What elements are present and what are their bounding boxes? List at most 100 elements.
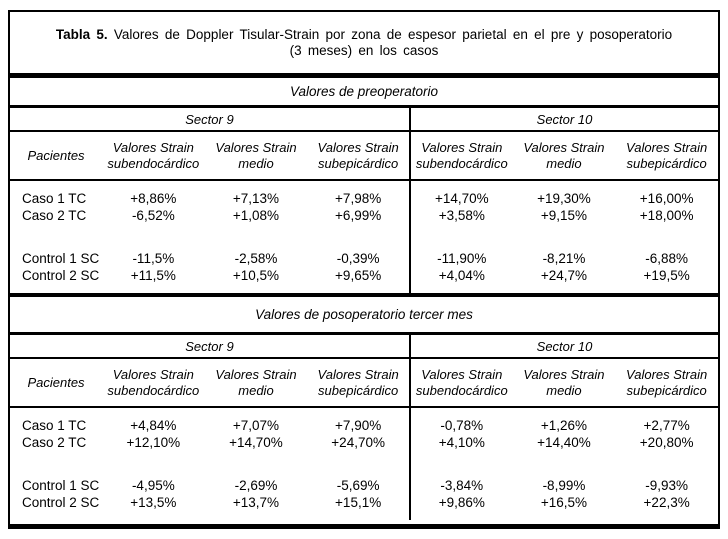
row-label: Control 2 SC xyxy=(22,495,100,510)
strain-value-cell: +1,26% xyxy=(540,418,588,433)
sector-10-header: Sector 10 xyxy=(408,335,718,359)
row-control-1-sc: Control 1 SC -4,95% -2,69% -5,69% -3,84%… xyxy=(10,477,718,494)
column-header-pacientes: Pacientes xyxy=(10,131,102,181)
column-header-strain-medio: Valores Strain medio xyxy=(512,358,616,408)
strain-value-cell: +11,5% xyxy=(130,268,176,283)
strain-label: Valores Strain xyxy=(523,366,605,382)
row-label: Caso 2 TC xyxy=(22,435,87,450)
subendocardico-label: subendocárdico xyxy=(415,382,508,398)
section-preoperatorio: Valores de preoperatorio Sector 9 Sector… xyxy=(10,78,718,293)
medio-label: medio xyxy=(238,155,274,171)
strain-value-cell: +14,70% xyxy=(408,180,513,207)
spacer-cell xyxy=(10,451,410,477)
strain-value-cell: +6,99% xyxy=(335,208,382,223)
row-spacer xyxy=(10,224,718,250)
strain-value-cell: +3,58% xyxy=(408,207,513,224)
strain-value-cell: -0,39% xyxy=(336,251,380,266)
strain-value-cell: -8,99% xyxy=(542,478,586,493)
strain-label: Valores Strain xyxy=(112,366,194,382)
row-control-1-sc: Control 1 SC -11,5% -2,58% -0,39% -11,90… xyxy=(10,250,718,267)
strain-value-cell: +7,13% xyxy=(232,191,280,206)
subendocardico-label: subendocárdico xyxy=(107,155,200,171)
table-title-text: Valores de Doppler Tisular-Strain por zo… xyxy=(113,26,673,42)
column-header-strain-subendocardico: Valores Strain subendocárdico xyxy=(408,131,513,181)
strain-value-cell: -4,95% xyxy=(131,478,175,493)
strain-value-cell: -0,78% xyxy=(408,407,513,434)
section-title-postop: Valores de posoperatorio tercer mes xyxy=(10,297,718,335)
row-control-2-sc: Control 2 SC +11,5% +10,5% +9,65% +4,04%… xyxy=(10,267,718,293)
subendocardico-label: subendocárdico xyxy=(107,382,200,398)
row-spacer xyxy=(10,451,718,477)
strain-label: Valores Strain xyxy=(317,366,399,382)
row-control-2-sc: Control 2 SC +13,5% +13,7% +15,1% +9,86%… xyxy=(10,494,718,520)
strain-value-cell: +2,77% xyxy=(643,418,690,433)
strain-value-cell: +9,86% xyxy=(408,494,513,520)
strain-value-cell: +16,5% xyxy=(540,495,588,510)
strain-value-cell: +9,15% xyxy=(540,208,588,223)
spacer-cell xyxy=(408,451,718,477)
preop-sector-header-row: Sector 9 Sector 10 xyxy=(10,108,718,132)
strain-value-cell: +4,04% xyxy=(408,267,513,293)
postop-column-header-row: Pacientes Valores Strain subendocárdico V… xyxy=(10,358,718,408)
section-title-preop: Valores de preoperatorio xyxy=(10,78,718,108)
strain-value-cell: +19,5% xyxy=(643,268,690,283)
strain-value-cell: +20,80% xyxy=(639,435,694,450)
strain-value-cell: -8,21% xyxy=(542,251,586,266)
strain-label: Valores Strain xyxy=(317,139,399,155)
strain-value-cell: +13,5% xyxy=(130,495,177,510)
table-frame: Tabla 5. Valores de Doppler Tisular-Stra… xyxy=(8,10,720,529)
sector-9-header: Sector 9 xyxy=(10,108,410,132)
column-header-strain-subepicardico: Valores Strain subepicárdico xyxy=(307,358,410,408)
strain-value-cell: +7,98% xyxy=(335,191,382,206)
row-caso-2-tc: Caso 2 TC +12,10% +14,70% +24,70% +4,10%… xyxy=(10,434,718,451)
strain-value-cell: +9,65% xyxy=(335,268,382,283)
table-title-line2: (3 meses) en los casos xyxy=(289,42,439,58)
column-header-strain-subendocardico: Valores Strain subendocárdico xyxy=(102,358,205,408)
strain-value-cell: +14,70% xyxy=(229,435,283,450)
strain-value-cell: +10,5% xyxy=(232,268,280,283)
strain-value-cell: +24,7% xyxy=(540,268,588,283)
strain-label: Valores Strain xyxy=(215,366,297,382)
row-caso-2-tc: Caso 2 TC -6,52% +1,08% +6,99% +3,58% +9… xyxy=(10,207,718,224)
subendocardico-label: subendocárdico xyxy=(415,155,508,171)
subepicardico-label: subepicárdico xyxy=(318,382,399,398)
strain-label: Valores Strain xyxy=(626,139,708,155)
strain-value-cell: -2,58% xyxy=(234,251,278,266)
strain-value-cell: +18,00% xyxy=(639,208,694,223)
strain-value-cell: +12,10% xyxy=(126,435,181,450)
strain-value-cell: +4,10% xyxy=(408,434,513,451)
column-header-strain-subendocardico: Valores Strain subendocárdico xyxy=(102,131,205,181)
strain-label: Valores Strain xyxy=(112,139,194,155)
row-label: Control 1 SC xyxy=(22,478,100,493)
strain-value-cell: +22,3% xyxy=(643,495,690,510)
postop-table: Sector 9 Sector 10 Pacientes Valores Str… xyxy=(10,335,718,520)
strain-label: Valores Strain xyxy=(421,139,503,155)
strain-value-cell: +16,00% xyxy=(639,191,694,206)
strain-value-cell: +24,70% xyxy=(331,435,385,450)
strain-value-cell: -2,69% xyxy=(234,478,278,493)
strain-value-cell: -6,88% xyxy=(645,251,689,266)
column-header-strain-medio: Valores Strain medio xyxy=(204,131,308,181)
strain-label: Valores Strain xyxy=(626,366,708,382)
preop-table: Sector 9 Sector 10 Pacientes Valores Str… xyxy=(10,108,718,293)
strain-value-cell: +15,1% xyxy=(335,495,382,510)
spacer-cell xyxy=(408,224,718,250)
row-caso-1-tc: Caso 1 TC +8,86% +7,13% +7,98% +14,70% +… xyxy=(10,180,718,207)
strain-value-cell: +1,08% xyxy=(232,208,280,223)
table-title-line1: Tabla 5. Valores de Doppler Tisular-Stra… xyxy=(10,27,718,43)
title-separator-bar xyxy=(10,73,718,78)
column-header-strain-medio: Valores Strain medio xyxy=(204,358,308,408)
subepicardico-label: subepicárdico xyxy=(626,382,707,398)
column-header-pacientes: Pacientes xyxy=(10,358,102,408)
sector-10-header: Sector 10 xyxy=(408,108,718,132)
strain-label: Valores Strain xyxy=(215,139,297,155)
column-header-strain-subepicardico: Valores Strain subepicárdico xyxy=(615,131,718,181)
subepicardico-label: subepicárdico xyxy=(318,155,399,171)
strain-value-cell: +13,7% xyxy=(232,495,280,510)
subepicardico-label: subepicárdico xyxy=(626,155,707,171)
strain-value-cell: +7,90% xyxy=(335,418,382,433)
column-header-strain-subepicardico: Valores Strain subepicárdico xyxy=(615,358,718,408)
row-label: Control 2 SC xyxy=(22,268,100,283)
strain-value-cell: -11,90% xyxy=(408,250,513,267)
